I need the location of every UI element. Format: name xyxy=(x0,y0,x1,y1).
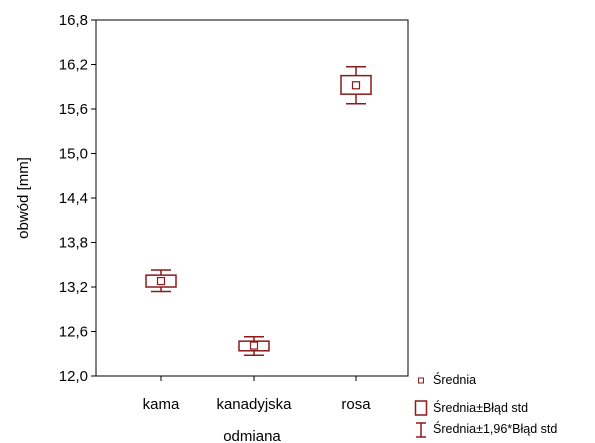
legend: Średnia Średnia±Błąd std Średnia±1,96*Błąd… xyxy=(414,372,557,438)
legend-label: Średnia xyxy=(433,372,476,387)
mean-marker xyxy=(156,276,166,286)
legend-label: Średnia±Błąd std xyxy=(433,400,528,415)
y-tick-label: 13,2 xyxy=(59,279,88,296)
x-tick-label: kama xyxy=(143,396,180,413)
box-group-kama xyxy=(145,269,177,293)
box-group-rosa xyxy=(340,65,372,105)
plot-frame xyxy=(95,19,409,377)
y-tick-label: 13,8 xyxy=(59,235,88,252)
y-tick-label: 16,2 xyxy=(59,57,88,74)
y-tick-label: 15,0 xyxy=(59,146,88,163)
y-tick-label: 16,8 xyxy=(59,12,88,29)
legend-label: Średnia±1,96*Błąd std xyxy=(433,421,557,436)
legend-mean-symbol xyxy=(418,377,424,384)
legend-se-symbol xyxy=(414,400,428,416)
y-tick-label: 12,0 xyxy=(59,368,88,385)
x-axis: kama kanadyjska rosa xyxy=(143,376,371,413)
mean-marker xyxy=(351,81,361,90)
box-marks xyxy=(145,65,372,356)
x-tick-label: kanadyjska xyxy=(216,396,292,413)
x-tick-label: rosa xyxy=(341,396,371,413)
x-axis-title: odmiana xyxy=(223,428,281,443)
box-group-kanadyjska xyxy=(238,335,270,356)
y-axis-title: obwód [mm] xyxy=(15,157,32,239)
mean-marker xyxy=(249,341,259,350)
y-tick-label: 15,6 xyxy=(59,101,88,118)
y-tick-label: 12,6 xyxy=(59,324,88,341)
y-axis: 12,0 12,6 13,2 13,8 14,4 15,0 15,6 16,2 16,8 xyxy=(59,12,96,385)
y-tick-label: 14,4 xyxy=(59,190,88,207)
